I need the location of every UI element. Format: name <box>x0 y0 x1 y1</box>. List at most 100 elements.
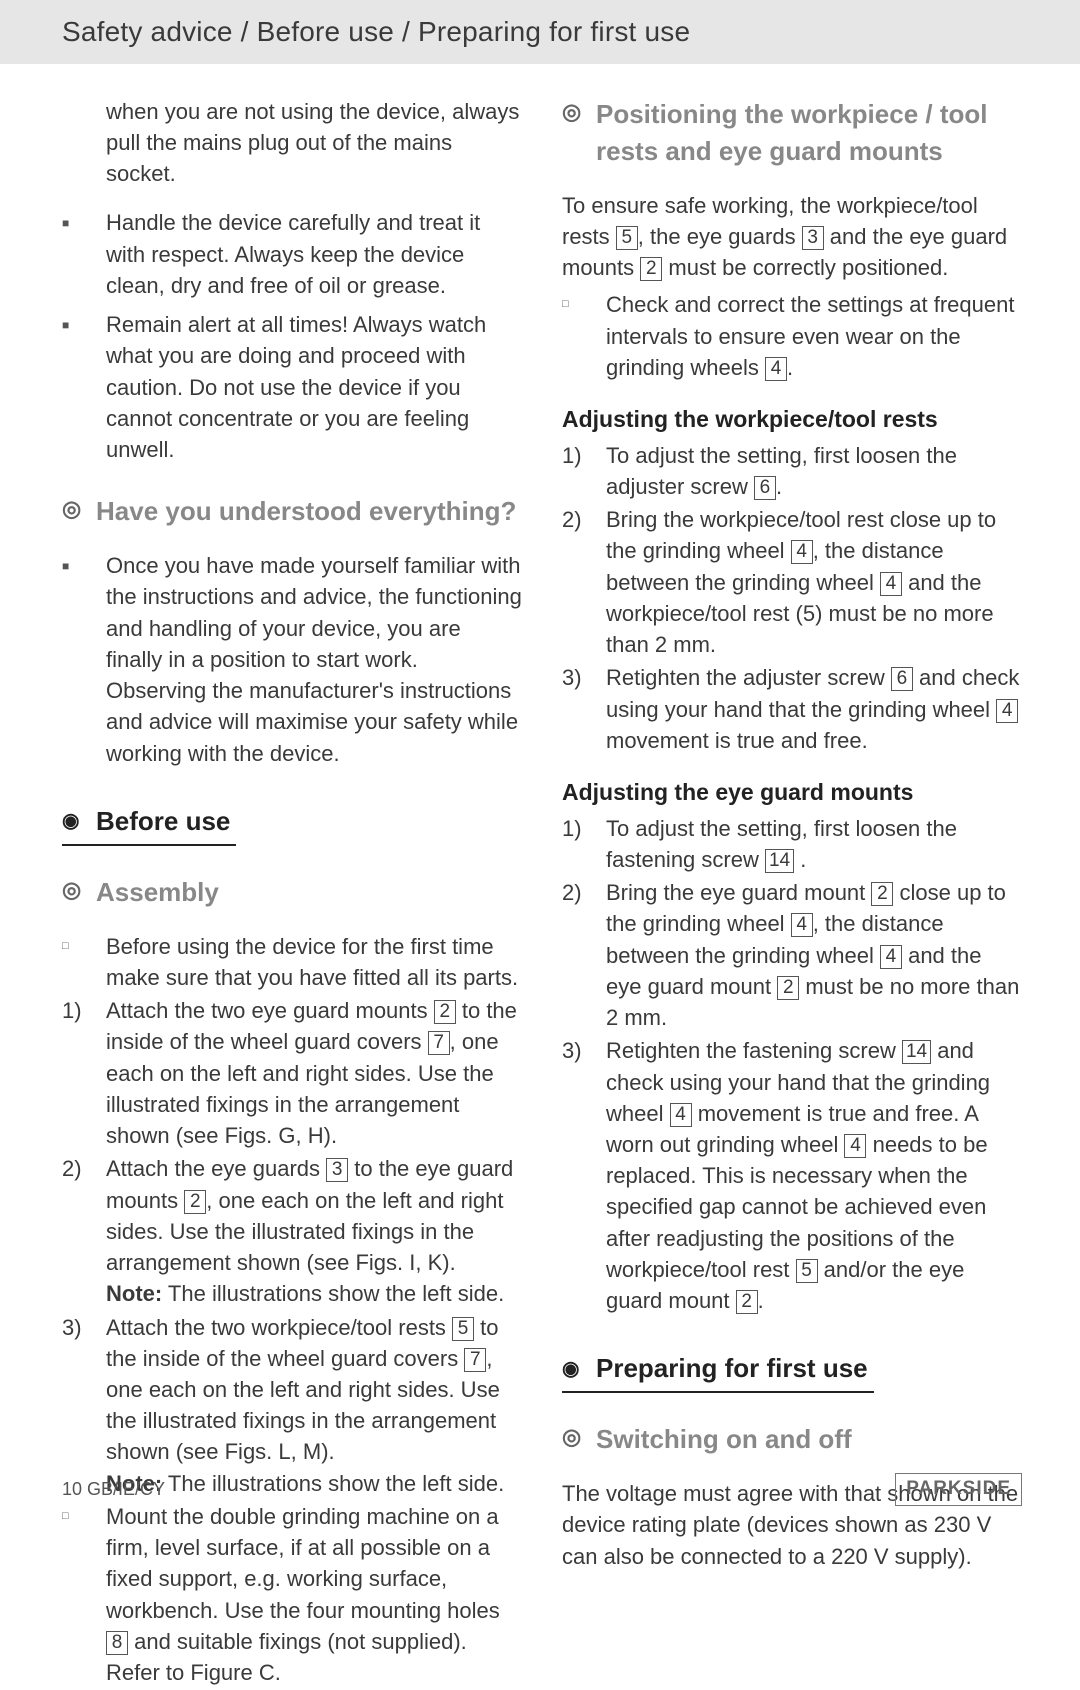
heading-text: Have you understood everything? <box>96 493 516 530</box>
bullet-familiar: ■ Once you have made yourself familiar w… <box>62 550 522 769</box>
step-number: 1) <box>62 995 106 1151</box>
ref-box: 8 <box>106 1631 128 1655</box>
square-item-check: □ Check and correct the settings at freq… <box>562 289 1022 383</box>
heading-text: Switching on and off <box>596 1421 852 1458</box>
subheading-eye-guard: Adjusting the eye guard mounts <box>562 776 1022 809</box>
eye-step-1: 1) To adjust the setting, first loosen t… <box>562 813 1022 875</box>
ref-box: 4 <box>880 945 902 969</box>
ref-box: 3 <box>326 1158 348 1182</box>
step-3: 3) Attach the two workpiece/tool rests 5… <box>62 1312 522 1499</box>
ref-box: 14 <box>765 849 794 873</box>
ref-box: 2 <box>736 1290 758 1314</box>
step-number: 2) <box>562 877 606 1033</box>
square-icon: □ <box>562 289 606 383</box>
adj-step-3: 3) Retighten the adjuster screw 6 and ch… <box>562 662 1022 756</box>
step-text: Bring the eye guard mount 2 close up to … <box>606 877 1022 1033</box>
bullet-icon: ■ <box>62 207 106 301</box>
page-number: 10 GB/IE/CY <box>62 1477 165 1503</box>
page-body: when you are not using the device, alway… <box>0 64 1080 1690</box>
heading-switching: ◎ Switching on and off <box>562 1421 1022 1458</box>
step-text: Retighten the fastening screw 14 and che… <box>606 1035 1022 1316</box>
dot-icon: ◉ <box>562 1355 596 1383</box>
bullet-handle: ■ Handle the device carefully and treat … <box>62 207 522 301</box>
step-text: Attach the two workpiece/tool rests 5 to… <box>106 1312 522 1499</box>
adj-step-1: 1) To adjust the setting, first loosen t… <box>562 440 1022 502</box>
ref-box: 5 <box>616 226 638 250</box>
heading-text: Assembly <box>96 874 219 911</box>
continuation-text: when you are not using the device, alway… <box>62 96 522 190</box>
square-icon: □ <box>62 1501 106 1688</box>
bullet-alert: ■ Remain alert at all times! Always watc… <box>62 309 522 465</box>
bullet-text: Handle the device carefully and treat it… <box>106 207 522 301</box>
gear-icon: ◎ <box>62 874 96 905</box>
heading-text: Before use <box>96 803 236 840</box>
page-header: Safety advice / Before use / Preparing f… <box>0 0 1080 64</box>
heading-positioning: ◎ Positioning the workpiece / tool rests… <box>562 96 1022 170</box>
ref-box: 4 <box>844 1134 866 1158</box>
step-number: 2) <box>562 504 606 660</box>
ref-box: 4 <box>765 357 787 381</box>
step-2: 2) Attach the eye guards 3 to the eye gu… <box>62 1153 522 1309</box>
step-number: 3) <box>62 1312 106 1499</box>
heading-preparing: ◉ Preparing for first use <box>562 1350 874 1393</box>
heading-understood: ◎ Have you understood everything? <box>62 493 522 530</box>
ref-box: 4 <box>791 913 813 937</box>
square-icon: □ <box>62 931 106 993</box>
heading-text: Positioning the workpiece / tool rests a… <box>596 96 1022 170</box>
left-column: when you are not using the device, alway… <box>62 96 522 1690</box>
gear-icon: ◎ <box>562 96 596 127</box>
step-text: Attach the eye guards 3 to the eye guard… <box>106 1153 522 1309</box>
square-item-mount: □ Mount the double grinding machine on a… <box>62 1501 522 1688</box>
step-text: To adjust the setting, first loosen the … <box>606 813 1022 875</box>
item-text: Check and correct the settings at freque… <box>606 289 1022 383</box>
right-column: ◎ Positioning the workpiece / tool rests… <box>562 96 1022 1690</box>
step-number: 3) <box>562 1035 606 1316</box>
bullet-icon: ■ <box>62 550 106 769</box>
bullet-icon: ■ <box>62 309 106 465</box>
subheading-tool-rests: Adjusting the workpiece/tool rests <box>562 403 1022 436</box>
ref-box: 7 <box>464 1348 486 1372</box>
ref-box: 4 <box>880 572 902 596</box>
bullet-text: Remain alert at all times! Always watch … <box>106 309 522 465</box>
ref-box: 2 <box>434 1000 456 1024</box>
step-text: Attach the two eye guard mounts 2 to the… <box>106 995 522 1151</box>
ref-box: 2 <box>871 882 893 906</box>
step-number: 1) <box>562 440 606 502</box>
ref-box: 2 <box>184 1190 206 1214</box>
gear-icon: ◎ <box>562 1421 596 1452</box>
ref-box: 7 <box>428 1031 450 1055</box>
step-number: 2) <box>62 1153 106 1309</box>
ref-box: 14 <box>902 1040 931 1064</box>
ref-box: 5 <box>796 1259 818 1283</box>
bullet-text: Once you have made yourself familiar wit… <box>106 550 522 769</box>
heading-assembly: ◎ Assembly <box>62 874 522 911</box>
heading-text: Preparing for first use <box>596 1350 874 1387</box>
step-text: Retighten the adjuster screw 6 and check… <box>606 662 1022 756</box>
step-text: To adjust the setting, first loosen the … <box>606 440 1022 502</box>
step-number: 3) <box>562 662 606 756</box>
item-text: Before using the device for the first ti… <box>106 931 522 993</box>
square-item: □ Before using the device for the first … <box>62 931 522 993</box>
eye-step-3: 3) Retighten the fastening screw 14 and … <box>562 1035 1022 1316</box>
step-number: 1) <box>562 813 606 875</box>
ref-box: 4 <box>791 540 813 564</box>
step-text: Bring the workpiece/tool rest close up t… <box>606 504 1022 660</box>
brand-logo: PARKSIDE <box>895 1473 1022 1506</box>
ref-box: 6 <box>754 476 776 500</box>
ref-box: 4 <box>670 1103 692 1127</box>
dot-icon: ◉ <box>62 807 96 835</box>
ref-box: 4 <box>996 699 1018 723</box>
ref-box: 5 <box>452 1317 474 1341</box>
adj-step-2: 2) Bring the workpiece/tool rest close u… <box>562 504 1022 660</box>
ref-box: 3 <box>802 226 824 250</box>
heading-before-use: ◉ Before use <box>62 803 236 846</box>
step-1: 1) Attach the two eye guard mounts 2 to … <box>62 995 522 1151</box>
note-label: Note: <box>106 1281 162 1306</box>
item-text: Mount the double grinding machine on a f… <box>106 1501 522 1688</box>
eye-step-2: 2) Bring the eye guard mount 2 close up … <box>562 877 1022 1033</box>
ref-box: 2 <box>777 976 799 1000</box>
ref-box: 6 <box>891 667 913 691</box>
paragraph: To ensure safe working, the workpiece/to… <box>562 190 1022 284</box>
page-footer: 10 GB/IE/CY PARKSIDE <box>0 1473 1080 1506</box>
ref-box: 2 <box>640 257 662 281</box>
